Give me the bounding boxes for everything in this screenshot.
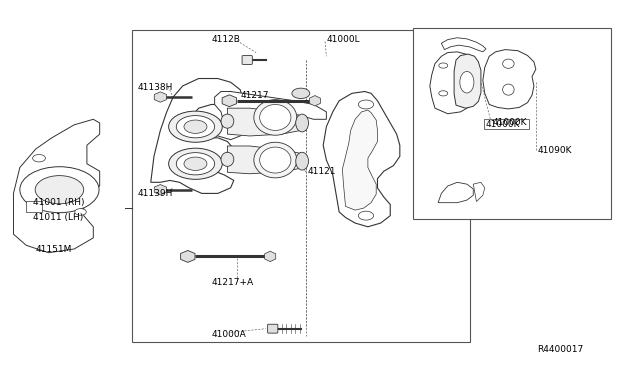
- FancyBboxPatch shape: [242, 55, 252, 64]
- Ellipse shape: [460, 71, 474, 93]
- Circle shape: [176, 153, 214, 175]
- Polygon shape: [227, 108, 301, 136]
- Text: 41001 (RH): 41001 (RH): [33, 198, 84, 207]
- Polygon shape: [180, 250, 195, 262]
- Text: 41090K: 41090K: [537, 146, 572, 155]
- Ellipse shape: [260, 105, 291, 131]
- Circle shape: [184, 157, 207, 170]
- Circle shape: [20, 167, 99, 213]
- Ellipse shape: [221, 114, 234, 128]
- Circle shape: [358, 100, 374, 109]
- Polygon shape: [430, 52, 474, 114]
- Polygon shape: [454, 54, 481, 108]
- Bar: [132, 31, 470, 341]
- Text: 41011 (LH): 41011 (LH): [33, 213, 83, 222]
- Circle shape: [439, 63, 448, 68]
- Polygon shape: [222, 95, 237, 107]
- Text: 41000A: 41000A: [211, 330, 246, 339]
- Text: 41151M: 41151M: [36, 244, 72, 253]
- Polygon shape: [309, 96, 321, 106]
- Ellipse shape: [254, 100, 297, 135]
- Polygon shape: [227, 146, 301, 174]
- Text: 41121: 41121: [307, 167, 336, 176]
- Circle shape: [33, 154, 45, 162]
- Circle shape: [439, 91, 448, 96]
- Text: 41000K: 41000K: [492, 119, 527, 128]
- Polygon shape: [473, 182, 484, 202]
- Ellipse shape: [254, 142, 297, 178]
- Text: 41217+A: 41217+A: [211, 278, 253, 287]
- Bar: [484, 119, 529, 129]
- Polygon shape: [442, 38, 486, 52]
- Circle shape: [176, 116, 214, 138]
- Circle shape: [75, 209, 86, 215]
- Polygon shape: [342, 110, 378, 210]
- Ellipse shape: [296, 114, 308, 132]
- Circle shape: [292, 88, 310, 99]
- Circle shape: [35, 176, 84, 204]
- Polygon shape: [438, 182, 473, 203]
- Ellipse shape: [260, 147, 291, 173]
- Text: 41000K: 41000K: [486, 120, 520, 129]
- Polygon shape: [154, 92, 166, 102]
- Polygon shape: [13, 119, 100, 253]
- Text: 41139H: 41139H: [138, 189, 173, 198]
- Polygon shape: [211, 92, 326, 140]
- Text: 41138H: 41138H: [138, 83, 173, 92]
- Polygon shape: [151, 78, 243, 193]
- Text: 4112B: 4112B: [211, 35, 240, 44]
- FancyBboxPatch shape: [268, 324, 278, 333]
- Polygon shape: [483, 49, 536, 109]
- Ellipse shape: [502, 59, 514, 68]
- Polygon shape: [323, 92, 400, 227]
- Text: 41000L: 41000L: [326, 35, 360, 44]
- Ellipse shape: [221, 152, 234, 166]
- Ellipse shape: [502, 84, 514, 95]
- Text: 41217: 41217: [240, 91, 269, 100]
- Circle shape: [169, 111, 222, 142]
- Bar: [26, 201, 42, 212]
- Circle shape: [184, 120, 207, 134]
- Circle shape: [169, 148, 222, 179]
- Circle shape: [358, 211, 374, 220]
- Text: R4400017: R4400017: [537, 344, 584, 353]
- Polygon shape: [154, 185, 166, 195]
- Bar: [413, 29, 611, 219]
- Ellipse shape: [296, 152, 308, 170]
- Polygon shape: [265, 251, 276, 262]
